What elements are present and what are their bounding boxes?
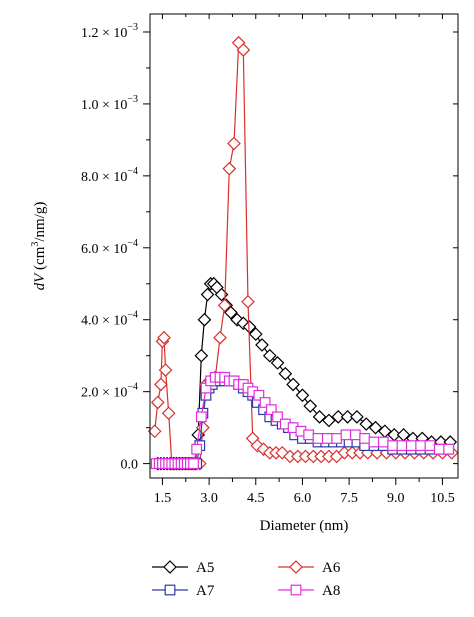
data-point xyxy=(197,312,212,327)
legend-label: A7 xyxy=(196,583,215,599)
data-point xyxy=(241,294,255,309)
x-tick-label: 10.5 xyxy=(430,491,455,506)
data-point xyxy=(433,443,445,455)
y-axis-title: dV (cm3/nm/g) xyxy=(30,202,48,291)
data-point xyxy=(331,410,346,424)
plot-frame xyxy=(149,13,459,479)
data-point xyxy=(191,443,203,455)
y-tick-label: 2.0 × 10−4 xyxy=(81,382,138,401)
data-point xyxy=(424,440,436,452)
legend-label: A6 xyxy=(322,560,341,576)
legend-item-a6: A6 xyxy=(278,560,341,576)
x-tick-label: 3.0 xyxy=(200,491,218,506)
legend-item-a7: A7 xyxy=(152,583,215,599)
data-point xyxy=(350,410,364,424)
data-point xyxy=(154,377,168,392)
data-point xyxy=(359,433,371,444)
series-a8 xyxy=(150,371,455,470)
series-a6 xyxy=(147,35,459,471)
data-point xyxy=(157,330,171,345)
legend-marker xyxy=(290,584,302,596)
x-tick-label: 1.5 xyxy=(154,491,172,506)
data-point xyxy=(270,356,285,370)
data-point xyxy=(188,458,199,470)
data-point xyxy=(265,404,277,416)
data-point xyxy=(368,436,380,448)
data-point xyxy=(259,397,271,408)
data-point xyxy=(340,429,352,441)
data-point xyxy=(331,433,343,444)
data-point xyxy=(147,424,162,439)
x-tick-label: 6.0 xyxy=(294,491,312,506)
data-point xyxy=(286,377,300,392)
data-point xyxy=(272,411,283,423)
data-point xyxy=(161,406,176,421)
y-tick-label: 6.0 × 10−4 xyxy=(81,238,138,257)
y-tick-label: 4.0 × 10−4 xyxy=(81,310,138,329)
data-point xyxy=(200,287,215,302)
data-point xyxy=(405,440,417,452)
data-point xyxy=(443,443,455,455)
series-layer xyxy=(147,35,459,471)
axis-ticks: 1.5 3.0 4.5 6.0 7.5 9.0 10.5 0.0 2.0 × 10−4 4.0 ×… xyxy=(81,14,458,506)
data-point xyxy=(322,413,336,428)
data-point xyxy=(278,366,293,381)
legend-label: A5 xyxy=(196,560,214,576)
data-point xyxy=(213,330,227,345)
data-point xyxy=(217,298,232,313)
data-point xyxy=(236,43,251,57)
data-point xyxy=(321,433,333,444)
legend-marker xyxy=(163,560,177,574)
x-tick-label: 9.0 xyxy=(387,491,405,506)
data-point xyxy=(349,429,361,441)
y-tick-label: 8.0 × 10−4 xyxy=(81,166,138,185)
data-point xyxy=(303,399,318,413)
data-point xyxy=(248,327,263,341)
x-tick-label: 4.5 xyxy=(247,491,265,506)
data-point xyxy=(255,338,269,352)
y-tick-label: 1.2 × 10−3 xyxy=(81,22,138,41)
data-point xyxy=(194,348,209,363)
data-point xyxy=(312,410,327,424)
data-point xyxy=(262,348,277,363)
data-point xyxy=(396,440,408,452)
data-point xyxy=(377,436,389,448)
data-point xyxy=(415,440,427,452)
data-point xyxy=(224,305,238,320)
legend-label: A8 xyxy=(322,583,340,599)
data-point xyxy=(195,411,207,423)
legend-item-a5: A5 xyxy=(152,560,214,576)
data-point xyxy=(158,363,173,377)
data-point xyxy=(253,389,265,401)
x-axis-title: Diameter (nm) xyxy=(260,518,349,534)
data-point xyxy=(368,420,383,435)
data-point xyxy=(222,161,237,176)
legend-item-a8: A8 xyxy=(278,583,340,599)
data-point xyxy=(227,136,241,151)
legend: A5 A6 A7 A8 xyxy=(152,560,341,599)
data-point xyxy=(387,440,399,452)
y-tick-label: 0.0 xyxy=(121,458,139,473)
data-point xyxy=(295,388,310,403)
x-tick-label: 7.5 xyxy=(340,491,358,506)
data-point xyxy=(340,410,355,424)
data-point xyxy=(359,417,374,431)
legend-marker xyxy=(289,560,303,574)
data-point xyxy=(303,429,315,441)
y-tick-label: 1.0 × 10−3 xyxy=(81,94,138,113)
legend-marker xyxy=(164,584,176,596)
data-point xyxy=(312,433,324,444)
data-point xyxy=(150,395,165,410)
